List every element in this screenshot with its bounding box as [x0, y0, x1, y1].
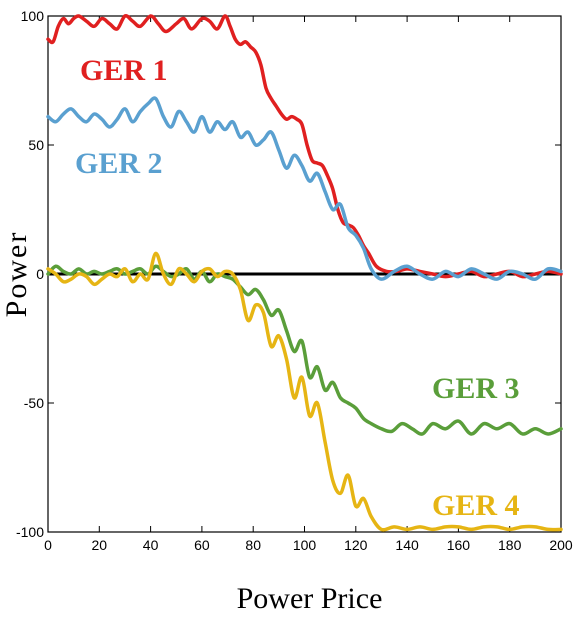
series — [46, 14, 563, 532]
series-label-ger-3: GER 3 — [432, 372, 520, 405]
series-annotations: GER 1 GER 2 GER 3 GER 4 — [75, 54, 520, 522]
y-tick-label: 50 — [28, 137, 44, 153]
y-axis-label: Power — [0, 231, 33, 318]
series-label-ger-1: GER 1 — [80, 54, 168, 87]
series-label-ger-2: GER 2 — [75, 147, 163, 180]
series-label-ger-4: GER 4 — [432, 489, 520, 522]
x-tick-label: 140 — [395, 537, 419, 553]
series-line-ger-3 — [46, 264, 563, 436]
x-tick-label: 0 — [44, 537, 52, 553]
x-tick-label: 160 — [447, 537, 471, 553]
x-tick-label: 200 — [549, 537, 573, 553]
x-ticks: 0 20 40 60 80 100 120 140 160 180 200 — [44, 16, 573, 553]
x-axis-label: Power Price — [237, 582, 383, 615]
x-tick-label: 20 — [92, 537, 108, 553]
x-tick-label: 180 — [498, 537, 522, 553]
series-line-ger-2 — [46, 96, 563, 281]
x-tick-label: 80 — [245, 537, 261, 553]
y-tick-label: -100 — [16, 524, 44, 540]
y-tick-label: 0 — [36, 266, 44, 282]
series-line-ger-4 — [46, 251, 563, 532]
x-tick-label: 100 — [293, 537, 317, 553]
y-ticks: 100 50 0 -50 -100 — [16, 8, 561, 540]
x-tick-label: 40 — [143, 537, 159, 553]
y-tick-label: 100 — [21, 8, 45, 24]
x-tick-label: 60 — [194, 537, 210, 553]
x-tick-label: 120 — [344, 537, 368, 553]
y-tick-label: -50 — [24, 395, 44, 411]
